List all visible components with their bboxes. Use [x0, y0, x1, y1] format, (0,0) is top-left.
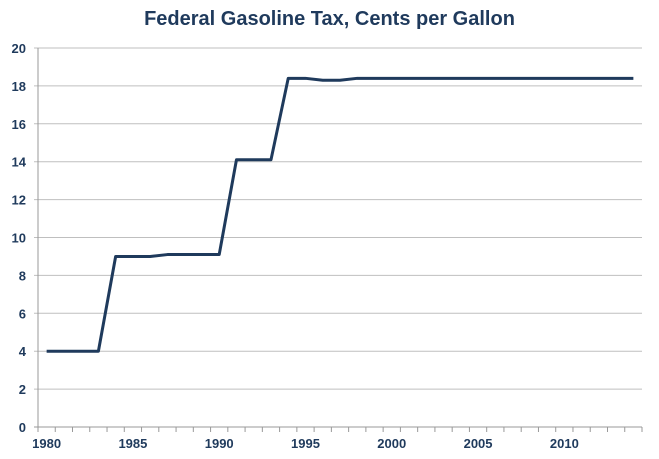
y-tick-label: 20 — [12, 41, 26, 56]
y-tick-label: 18 — [12, 79, 26, 94]
x-tick-label: 1995 — [291, 436, 320, 451]
x-tick-label: 1985 — [118, 436, 147, 451]
y-tick-label: 10 — [12, 231, 26, 246]
chart-title: Federal Gasoline Tax, Cents per Gallon — [144, 8, 515, 30]
x-tick-label: 2010 — [550, 436, 579, 451]
series-line — [46, 76, 634, 353]
y-tick-label: 0 — [19, 420, 26, 435]
y-tick-label: 2 — [19, 382, 26, 397]
y-tick-label: 4 — [19, 344, 27, 359]
y-tick-label: 6 — [19, 306, 26, 321]
y-tick-label: 14 — [12, 155, 27, 170]
x-tick-label: 2000 — [377, 436, 406, 451]
x-tick-label: 1990 — [205, 436, 234, 451]
y-tick-label: 8 — [19, 268, 26, 283]
x-tick-label: 2005 — [464, 436, 493, 451]
y-tick-label: 12 — [12, 193, 26, 208]
x-tick-label: 1980 — [32, 436, 61, 451]
y-tick-label: 16 — [12, 117, 26, 132]
